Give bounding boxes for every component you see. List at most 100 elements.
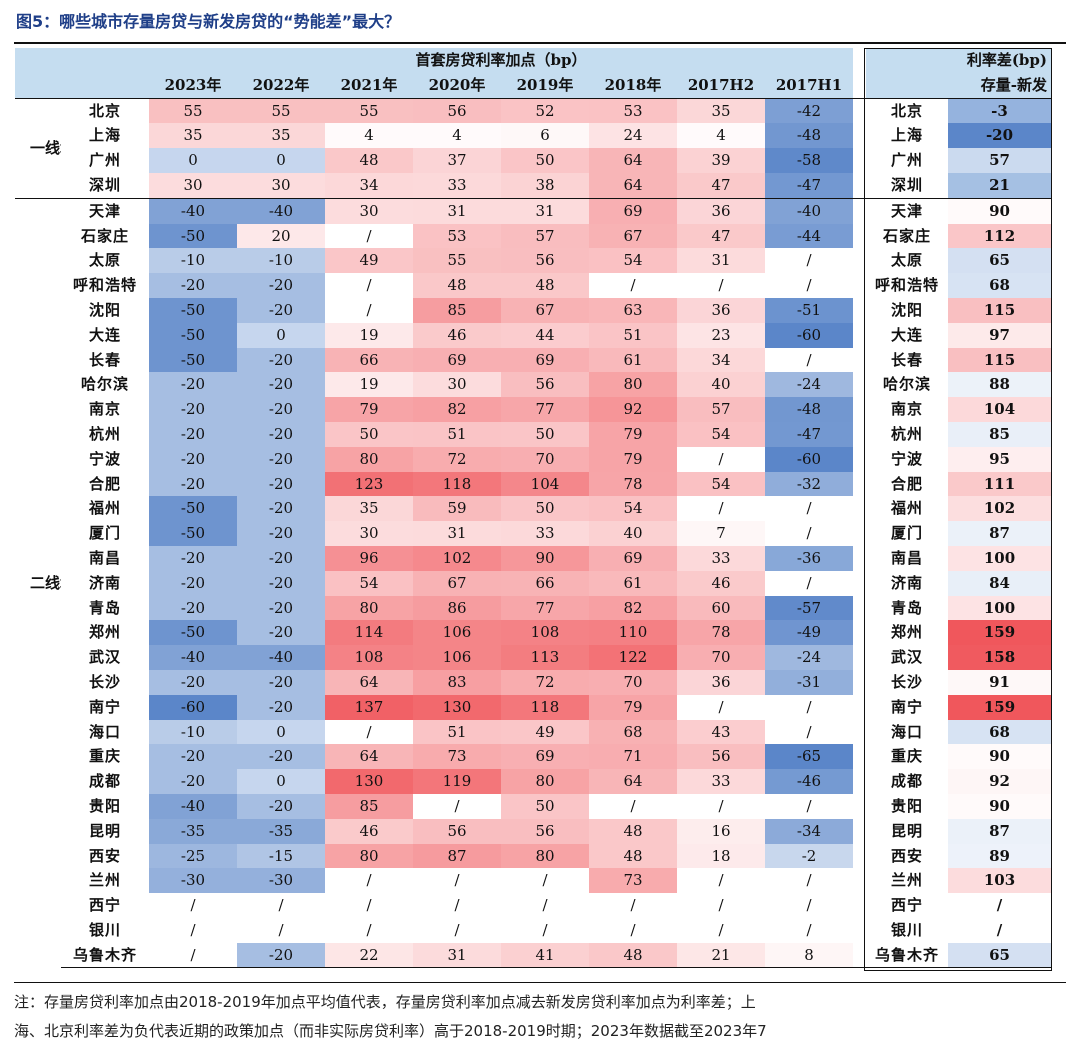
year-header: 2018年 (589, 72, 677, 99)
rate-cell: 56 (501, 248, 589, 274)
rate-cell: 57 (501, 223, 589, 249)
rate-cell: -48 (765, 123, 853, 149)
rate-cell: / (413, 893, 501, 918)
rate-cell: -50 (149, 620, 237, 646)
city-name-right: 合肥 (890, 474, 923, 493)
city-name: 厦门 (88, 524, 121, 543)
diff-cell: 65 (948, 942, 1051, 969)
diff-cell: 68 (948, 719, 1051, 745)
rate-table: 首套房贷利率加点（bp） 利率差(bp) 2023年 2022年 2021年 2… (15, 48, 1051, 969)
rate-cell: 51 (589, 322, 677, 348)
rate-cell: 108 (325, 645, 413, 670)
rate-cell: 54 (677, 471, 765, 497)
rate-cell: 63 (589, 297, 677, 323)
city-name: 石家庄 (80, 226, 129, 245)
rate-cell: / (589, 793, 677, 819)
city-name: 长春 (88, 350, 121, 369)
rate-cell: 104 (501, 471, 589, 497)
table-row: 南京 -20 -20 79 82 77 92 57 -48 南京 104 (15, 397, 1051, 422)
rate-cell: 50 (501, 421, 589, 447)
rate-cell: -60 (149, 694, 237, 720)
city-name-right: 昆明 (890, 821, 923, 840)
rate-cell: 78 (677, 620, 765, 646)
rate-cell: 36 (677, 197, 765, 224)
rate-cell: 56 (413, 818, 501, 844)
diff-cell: 85 (948, 421, 1051, 447)
city-name-right: 武汉 (890, 648, 923, 667)
rate-cell: -20 (237, 273, 325, 298)
rate-cell: 48 (501, 273, 589, 298)
rate-cell: / (765, 496, 853, 522)
city-name-right: 北京 (866, 97, 948, 124)
rate-cell: / (237, 917, 325, 943)
rate-cell: 37 (413, 148, 501, 173)
city-name: 银川 (88, 920, 121, 939)
rate-cell: / (765, 248, 853, 274)
rate-cell: -20 (237, 372, 325, 398)
year-header: 2022年 (237, 72, 325, 99)
rate-cell: 118 (501, 694, 589, 720)
rate-cell: / (589, 917, 677, 943)
rate-cell: 50 (325, 421, 413, 447)
rate-cell: 0 (237, 719, 325, 745)
diff-cell: 68 (948, 273, 1051, 298)
rate-cell: -51 (765, 297, 853, 323)
rate-cell: 48 (589, 818, 677, 844)
table-row: 昆明 -35 -35 46 56 56 48 16 -34 昆明 87 (15, 818, 1051, 844)
rate-cell: 69 (413, 347, 501, 373)
rate-cell: -31 (765, 669, 853, 695)
city-name: 南京 (88, 400, 121, 419)
city-name-right: 兰州 (890, 871, 923, 890)
diff-cell: 87 (948, 818, 1051, 844)
rate-cell: -35 (237, 818, 325, 844)
group-label-text: 一线城市 (30, 138, 61, 157)
rate-cell: 69 (589, 197, 677, 224)
rate-cell: -34 (765, 818, 853, 844)
rate-cell: 51 (413, 719, 501, 745)
rate-cell: 82 (589, 595, 677, 621)
rate-cell: 77 (501, 397, 589, 422)
rate-cell: 48 (589, 942, 677, 969)
city-name: 武汉 (88, 648, 121, 667)
diff-cell: -3 (948, 97, 1051, 124)
header-blank (15, 48, 149, 73)
rate-cell: / (677, 917, 765, 943)
rate-cell: 52 (501, 97, 589, 124)
rate-cell: 19 (325, 322, 413, 348)
city-name: 南宁 (88, 697, 121, 716)
rate-cell: 41 (501, 942, 589, 969)
rate-cell: / (677, 793, 765, 819)
city-name-right: 贵阳 (890, 796, 923, 815)
rate-cell: / (765, 273, 853, 298)
diff-cell: 104 (948, 397, 1051, 422)
rate-cell: -57 (765, 595, 853, 621)
city-name-right: 南京 (890, 400, 923, 419)
rate-cell: 130 (325, 769, 413, 794)
diff-cell: / (948, 917, 1051, 943)
rate-cell: 49 (501, 719, 589, 745)
year-header: 2019年 (501, 72, 589, 99)
city-name-right: 大连 (890, 325, 923, 344)
city-name-right: 乌鲁木齐 (866, 942, 948, 969)
diff-cell: 92 (948, 769, 1051, 794)
rate-cell: -32 (765, 471, 853, 497)
rate-cell: 35 (149, 123, 237, 149)
rate-cell: 79 (325, 397, 413, 422)
rate-cell: -40 (149, 645, 237, 670)
rate-cell: 130 (413, 694, 501, 720)
table-row: 长春 -50 -20 66 69 69 61 34/长春 115 (15, 347, 1051, 373)
rate-cell: -50 (149, 223, 237, 249)
rate-cell: 30 (237, 172, 325, 199)
table-row: 哈尔滨 -20 -20 19 30 56 80 40 -24 哈尔滨 88 (15, 372, 1051, 398)
rate-cell: -48 (765, 397, 853, 422)
rate-cell: -20 (237, 397, 325, 422)
table-row: 银川 / / / / / / / / 银川 / (15, 917, 1051, 943)
year-header: 2020年 (413, 72, 501, 99)
group-label: 一线城市 (15, 97, 61, 199)
diff-cell: 57 (948, 148, 1051, 173)
rate-cell: 72 (413, 446, 501, 472)
rate-cell: 79 (589, 694, 677, 720)
city-name: 福州 (88, 499, 121, 518)
rate-cell: 47 (677, 223, 765, 249)
